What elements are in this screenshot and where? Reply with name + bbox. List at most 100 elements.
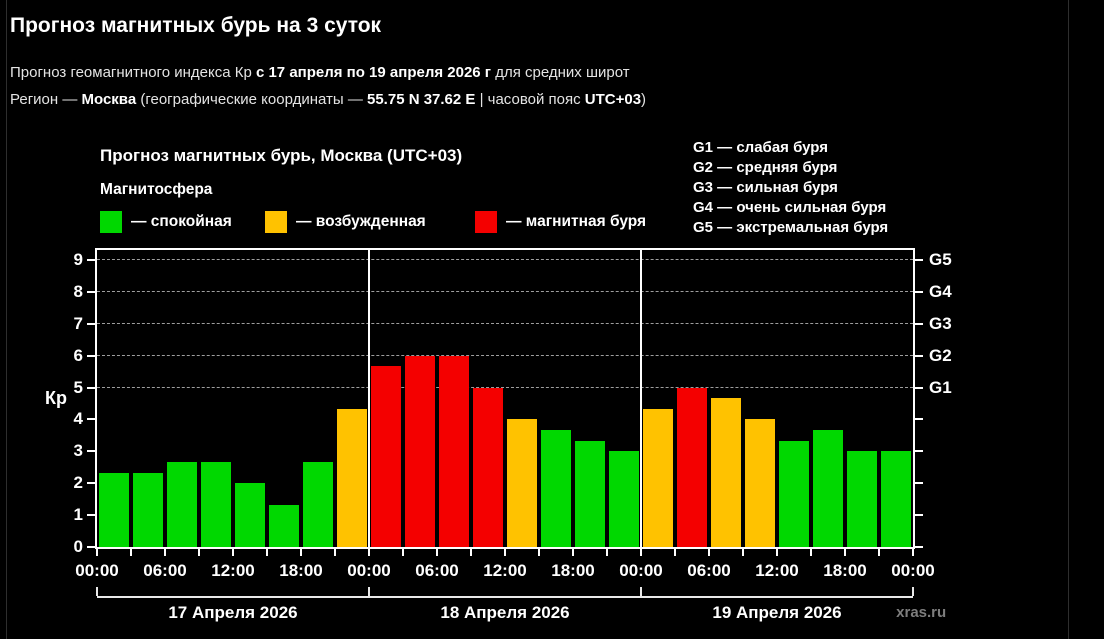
x-tick-15 [606,549,608,556]
g-scale-legend: G1 — слабая буря G2 — средняя буря G3 — си… [693,138,888,238]
g-axis-label-G3: G3 [929,313,952,333]
y-tick-label-2: 2 [73,473,83,493]
legend-item-orange: — возбужденная [265,211,426,233]
day-separator-1 [367,250,370,547]
x-label-9: 06:00 [687,561,731,580]
date-label-day3: 19 Апреля 2026 [712,603,842,622]
x-label-10: 12:00 [755,561,799,580]
kp-bar-day2-1 [370,366,401,547]
legend-label-green: — спокойная [131,213,232,230]
y-tick-label-5: 5 [73,377,83,397]
legend-item-red: — магнитная буря [475,211,646,233]
kp-bar-day1-7 [303,461,333,547]
kp-bar-day3-1 [642,408,673,547]
gridline-kp6 [97,354,913,356]
region-city: Москва [81,91,137,108]
kp-bar-day1-8 [336,408,367,547]
kp-bar-day3-7 [846,451,877,547]
gridline-kp9 [97,258,913,260]
x-label-4: 00:00 [347,561,391,580]
watermark: xras.ru [896,604,947,621]
g-axis-label-G4: G4 [929,281,952,301]
g-axis-label-G2: G2 [929,345,952,365]
y-tick-right-4 [915,418,923,421]
x-tick-7 [333,549,336,556]
kp-bar-day2-5 [507,419,537,547]
x-tick-21 [810,549,812,556]
region-line: Регион — Москва (географические координа… [10,91,646,108]
x-tick-12 [504,549,506,556]
kp-bar-day2-8 [609,451,639,547]
y-tick-label-4: 4 [73,409,83,429]
g-axis-label-G5: G5 [929,249,952,269]
x-tick-5 [266,549,268,556]
y-tick-right-2 [915,482,923,485]
kp-bar-day3-5 [779,440,809,547]
x-tick-0 [96,549,98,556]
kp-bar-day1-5 [234,483,265,547]
x-tick-14 [571,549,574,556]
legend-title: Магнитосфера [100,181,213,198]
kp-bar-chart: Кр xras.ru 0 1 2 3 4 5 6 7 8 9 G1 G2 G3 G4 G5 00:00 06:0… [45,248,952,622]
y-tick-left-4 [87,418,95,421]
x-label-1: 06:00 [143,561,187,580]
g-legend-line-1: G1 — слабая буря [693,139,829,156]
kp-bar-day3-2 [677,387,707,547]
y-tick-right-6 [915,354,923,357]
x-label-12: 00:00 [891,561,935,580]
subtitle-suffix: для средних широт [491,64,630,81]
y-tick-left-3 [87,450,95,453]
date-bracket [97,596,913,598]
kp-bar-day1-4 [201,461,231,547]
gridline-kp7 [97,322,913,324]
date-label-day1: 17 Апреля 2026 [168,603,298,622]
page-left-border [6,0,7,639]
kp-bar-day1-6 [269,504,299,547]
x-tick-1 [129,549,132,556]
x-tick-16 [639,549,642,556]
x-label-7: 18:00 [551,561,595,580]
x-tick-22 [843,549,846,556]
legend-swatch-red [475,211,497,233]
page-right-border [1068,0,1069,639]
y-tick-left-9 [87,258,95,261]
y-tick-right-8 [915,290,923,293]
kp-bar-day3-8 [881,451,911,547]
page-title: Прогноз магнитных бурь на 3 суток [10,14,382,37]
x-label-6: 12:00 [483,561,527,580]
day-separator-2 [639,250,642,547]
y-tick-label-1: 1 [73,505,83,525]
x-label-11: 18:00 [823,561,867,580]
region-timezone: UTC+03 [584,91,642,108]
kp-bar-day2-6 [541,429,571,547]
legend-item-green: — спокойная [100,211,232,233]
x-tick-18 [708,549,710,556]
y-tick-label-8: 8 [73,281,83,301]
legend-swatch-green [100,211,122,233]
date-label-day2: 18 Апреля 2026 [440,603,570,622]
kp-bar-day2-3 [439,355,469,547]
legend-swatch-orange [265,211,287,233]
y-tick-right-3 [915,450,923,453]
y-tick-right-9 [915,258,923,261]
y-tick-left-1 [87,514,95,517]
legend-label-orange: — возбужденная [296,213,426,230]
y-tick-label-6: 6 [73,345,83,365]
region-prefix: Регион — [10,91,82,108]
gridline-kp8 [97,290,913,292]
kp-bar-day3-6 [813,429,843,547]
x-tick-13 [538,549,540,556]
region-mid2: | часовой пояс [475,91,585,108]
y-tick-right-0 [915,546,923,548]
region-coordinates: 55.75 N 37.62 E [367,91,476,108]
y-tick-label-3: 3 [73,441,83,461]
y-tick-left-8 [87,290,95,293]
y-tick-left-6 [87,354,95,357]
subtitle-prefix: Прогноз геомагнитного индекса Кр [10,64,256,81]
date-bracket-tick-3 [912,587,914,596]
y-tick-left-7 [87,322,95,325]
x-label-3: 18:00 [279,561,323,580]
y-tick-label-9: 9 [73,249,83,269]
x-tick-2 [163,549,166,556]
